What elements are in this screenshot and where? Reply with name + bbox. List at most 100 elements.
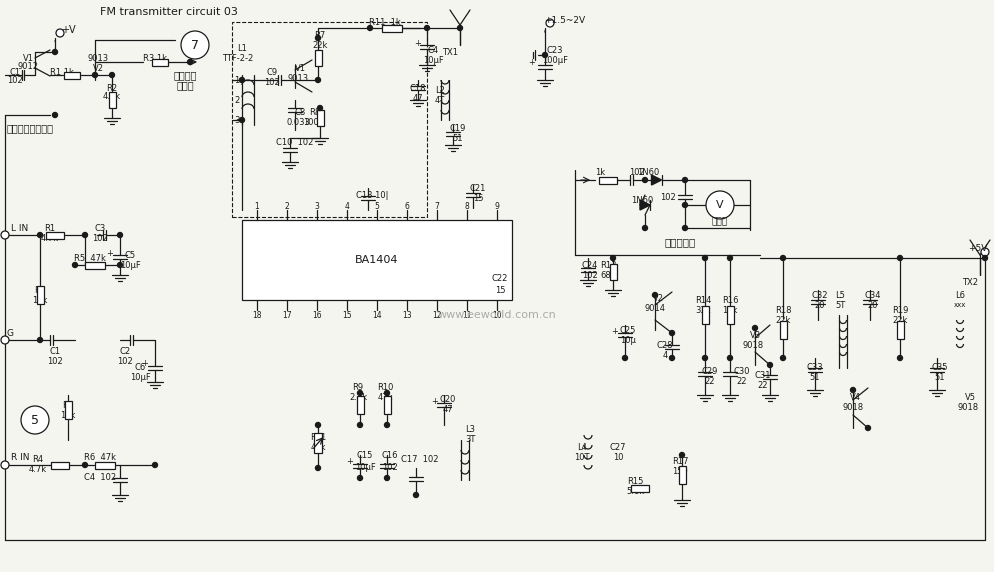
Text: 17: 17 xyxy=(282,311,291,320)
Circle shape xyxy=(727,356,732,360)
Circle shape xyxy=(21,406,49,434)
Text: C17  102: C17 102 xyxy=(401,455,438,464)
Text: C35: C35 xyxy=(930,363,947,372)
Circle shape xyxy=(457,26,462,30)
Bar xyxy=(896,321,903,339)
Text: 22: 22 xyxy=(757,380,767,390)
Text: C6: C6 xyxy=(134,363,145,372)
Text: +: + xyxy=(106,248,113,257)
Text: R16: R16 xyxy=(721,296,738,304)
Circle shape xyxy=(357,475,362,480)
Text: G: G xyxy=(7,328,14,337)
Circle shape xyxy=(315,35,320,41)
Text: 7: 7 xyxy=(191,38,199,51)
Text: +: + xyxy=(611,327,618,336)
Text: 102: 102 xyxy=(47,358,63,367)
Text: V5: V5 xyxy=(963,394,974,403)
Text: C1: C1 xyxy=(50,348,61,356)
Circle shape xyxy=(357,423,362,427)
Text: C20: C20 xyxy=(439,395,455,404)
Text: 51: 51 xyxy=(933,374,944,383)
Text: 10: 10 xyxy=(612,454,622,463)
Text: RP1: RP1 xyxy=(309,434,326,443)
Circle shape xyxy=(240,77,245,82)
Text: V3: V3 xyxy=(748,331,759,340)
Text: R15: R15 xyxy=(626,478,642,487)
Circle shape xyxy=(679,452,684,458)
Text: R18: R18 xyxy=(774,305,790,315)
Circle shape xyxy=(1,231,9,239)
Text: 数字信号: 数字信号 xyxy=(173,70,197,80)
Circle shape xyxy=(317,105,322,110)
Text: R1 1k: R1 1k xyxy=(50,67,74,77)
Text: 102: 102 xyxy=(382,463,398,471)
Text: 7: 7 xyxy=(434,201,439,210)
Text: L3: L3 xyxy=(464,426,474,435)
Bar xyxy=(598,177,616,184)
Text: 47k: 47k xyxy=(377,394,393,403)
Text: 6: 6 xyxy=(405,201,409,210)
Circle shape xyxy=(384,423,389,427)
Text: 51: 51 xyxy=(809,374,819,383)
Text: 5.6k: 5.6k xyxy=(625,487,643,496)
Circle shape xyxy=(622,356,627,360)
Text: +: + xyxy=(141,359,148,368)
Text: 14: 14 xyxy=(372,311,382,320)
Text: 10μF: 10μF xyxy=(119,260,140,269)
Text: +: + xyxy=(528,58,535,66)
Text: 51: 51 xyxy=(452,133,463,142)
Text: V4: V4 xyxy=(849,394,860,403)
Text: +: + xyxy=(346,458,353,467)
Text: 10μF: 10μF xyxy=(129,374,150,383)
Circle shape xyxy=(779,256,784,260)
Text: 102: 102 xyxy=(92,233,107,243)
Text: V1: V1 xyxy=(23,54,34,62)
Bar xyxy=(383,396,390,414)
Text: 8: 8 xyxy=(464,201,469,210)
Circle shape xyxy=(682,202,687,208)
Text: 22: 22 xyxy=(736,378,746,387)
Circle shape xyxy=(357,391,362,395)
Text: 102: 102 xyxy=(117,358,133,367)
Text: R1: R1 xyxy=(45,224,56,232)
Text: 33k: 33k xyxy=(695,305,710,315)
Text: R3 1k: R3 1k xyxy=(143,54,167,62)
Text: 10k: 10k xyxy=(32,296,48,304)
Text: 10k: 10k xyxy=(722,305,737,315)
Text: L4: L4 xyxy=(577,443,586,452)
Text: 2: 2 xyxy=(284,201,289,210)
Text: R11  1k: R11 1k xyxy=(369,18,401,26)
Text: 9014: 9014 xyxy=(644,304,665,312)
Text: R3: R3 xyxy=(63,400,74,410)
Text: 10μF: 10μF xyxy=(354,463,375,471)
Bar xyxy=(726,306,733,324)
Circle shape xyxy=(414,492,418,498)
Text: 9018: 9018 xyxy=(842,403,863,412)
Text: 9018: 9018 xyxy=(956,403,977,412)
Text: C16: C16 xyxy=(382,451,398,459)
Bar xyxy=(232,22,426,217)
Bar xyxy=(314,433,322,453)
Circle shape xyxy=(610,256,615,260)
Text: C8: C8 xyxy=(294,108,305,117)
Circle shape xyxy=(779,356,784,360)
Text: 20: 20 xyxy=(867,300,878,309)
Circle shape xyxy=(766,363,771,367)
Text: 102: 102 xyxy=(263,77,279,86)
Text: R2: R2 xyxy=(35,285,46,295)
Text: R2: R2 xyxy=(106,84,117,93)
Text: 100k: 100k xyxy=(302,117,323,126)
Text: 5: 5 xyxy=(31,414,39,427)
Bar xyxy=(65,401,72,419)
Circle shape xyxy=(109,73,114,77)
Circle shape xyxy=(384,475,389,480)
Text: 输入端: 输入端 xyxy=(176,80,194,90)
Text: 1N60: 1N60 xyxy=(630,196,652,205)
Bar xyxy=(84,261,105,268)
Text: C31: C31 xyxy=(754,371,770,379)
Text: C28: C28 xyxy=(656,340,673,349)
Circle shape xyxy=(702,256,707,260)
Circle shape xyxy=(865,426,870,431)
Circle shape xyxy=(53,113,58,117)
Text: C30: C30 xyxy=(733,367,749,376)
